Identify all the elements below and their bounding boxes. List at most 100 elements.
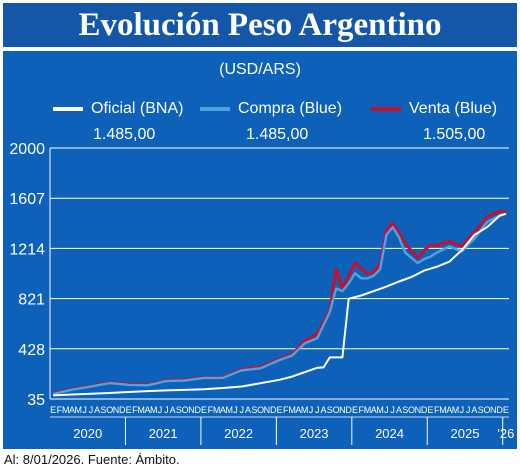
y-tick-label: 35 [27, 392, 45, 409]
month-tick-label: S [402, 405, 408, 415]
month-tick-label: F [283, 405, 289, 415]
month-tick-label: S [327, 405, 333, 415]
month-tick-label: F [434, 405, 440, 415]
month-tick-label: J [240, 405, 245, 415]
month-tick-label: E [352, 405, 358, 415]
month-tick-label: J [233, 405, 238, 415]
chart-panel: (USD/ARS) Oficial (BNA) Compra (Blue) Ve… [3, 51, 517, 449]
month-tick-label: S [176, 405, 182, 415]
month-tick-label: E [503, 405, 509, 415]
month-tick-label: S [478, 405, 484, 415]
month-tick-label: O [483, 405, 490, 415]
month-tick-label: M [150, 405, 158, 415]
month-tick-label: E [201, 405, 207, 415]
month-tick-label: A [371, 405, 377, 415]
y-tick-label: 428 [18, 342, 45, 359]
year-label: '26 [497, 426, 514, 441]
month-tick-label: J [158, 405, 163, 415]
month-tick-label: J [460, 405, 465, 415]
month-tick-label: O [106, 405, 113, 415]
plot-area [50, 148, 509, 399]
month-tick-label: M [452, 405, 460, 415]
year-label: 2020 [73, 426, 102, 441]
month-tick-label: A [144, 405, 150, 415]
month-tick-label: E [50, 405, 56, 415]
month-tick-label: O [257, 405, 264, 415]
month-tick-label: M [439, 405, 447, 415]
month-tick-label: E [276, 405, 282, 415]
month-tick-label: M [137, 405, 145, 415]
source-footnote: Al: 8/01/2026. Fuente: Ámbito. [4, 452, 180, 467]
month-tick-label: D [421, 405, 428, 415]
year-label: 2025 [451, 426, 480, 441]
legend-swatch-compra [200, 107, 230, 111]
legend-oficial: Oficial (BNA) [53, 98, 183, 120]
month-tick-label: M [364, 405, 372, 415]
year-label: 2022 [224, 426, 253, 441]
month-tick-label: J [384, 405, 389, 415]
month-tick-label: N [188, 405, 195, 415]
month-tick-label: N [339, 405, 346, 415]
legend-label-compra: Compra (Blue) [238, 100, 343, 117]
month-tick-label: S [100, 405, 106, 415]
month-tick-label: D [345, 405, 352, 415]
month-tick-label: M [225, 405, 233, 415]
month-tick-label: N [415, 405, 422, 415]
month-tick-label: J [82, 405, 87, 415]
month-tick-label: A [69, 405, 75, 415]
latest-value-venta: 1.505,00 [423, 126, 486, 143]
y-tick-label: 2000 [9, 141, 45, 158]
month-tick-label: D [195, 405, 202, 415]
month-tick-label: F [358, 405, 364, 415]
month-tick-label: S [251, 405, 257, 415]
y-tick-label: 821 [18, 292, 45, 309]
month-tick-label: E [126, 405, 132, 415]
legend-compra: Compra (Blue) [200, 98, 342, 120]
month-tick-label: M [288, 405, 296, 415]
month-tick-label: O [333, 405, 340, 415]
month-tick-label: A [471, 405, 477, 415]
month-tick-label: F [132, 405, 138, 415]
month-tick-label: E [427, 405, 433, 415]
y-tick-label: 1607 [9, 191, 45, 208]
month-tick-label: N [113, 405, 120, 415]
legend-venta: Venta (Blue) [371, 98, 497, 120]
month-tick-label: M [376, 405, 384, 415]
month-tick-label: M [213, 405, 221, 415]
month-tick-label: M [301, 405, 309, 415]
legend-label-oficial: Oficial (BNA) [91, 100, 184, 117]
month-tick-label: J [164, 405, 169, 415]
month-tick-label: D [496, 405, 503, 415]
month-tick-label: M [75, 405, 83, 415]
month-tick-label: J [89, 405, 94, 415]
month-tick-label: A [220, 405, 226, 415]
month-tick-label: J [315, 405, 320, 415]
month-tick-label: A [94, 405, 100, 415]
month-tick-label: A [170, 405, 176, 415]
series-line-oficial [53, 212, 507, 397]
month-tick-label: A [295, 405, 301, 415]
year-label: 2024 [375, 426, 404, 441]
month-tick-label: J [390, 405, 395, 415]
month-tick-label: D [119, 405, 126, 415]
legend-label-venta: Venta (Blue) [409, 100, 498, 117]
series-line-compra [52, 212, 507, 396]
month-tick-label: F [208, 405, 214, 415]
month-tick-label: J [309, 405, 314, 415]
month-tick-label: N [490, 405, 497, 415]
month-tick-label: A [396, 405, 402, 415]
legend-swatch-venta [371, 107, 401, 111]
month-tick-label: N [264, 405, 271, 415]
month-tick-label: F [57, 405, 63, 415]
month-tick-label: A [245, 405, 251, 415]
month-tick-label: J [466, 405, 471, 415]
month-tick-label: A [321, 405, 327, 415]
month-tick-label: O [182, 405, 189, 415]
latest-value-compra: 1.485,00 [246, 126, 309, 143]
legend-swatch-oficial [53, 107, 83, 111]
month-tick-label: O [408, 405, 415, 415]
year-label: 2023 [300, 426, 329, 441]
year-label: 2021 [149, 426, 178, 441]
chart-title: Evolución Peso Argentino [3, 3, 517, 47]
